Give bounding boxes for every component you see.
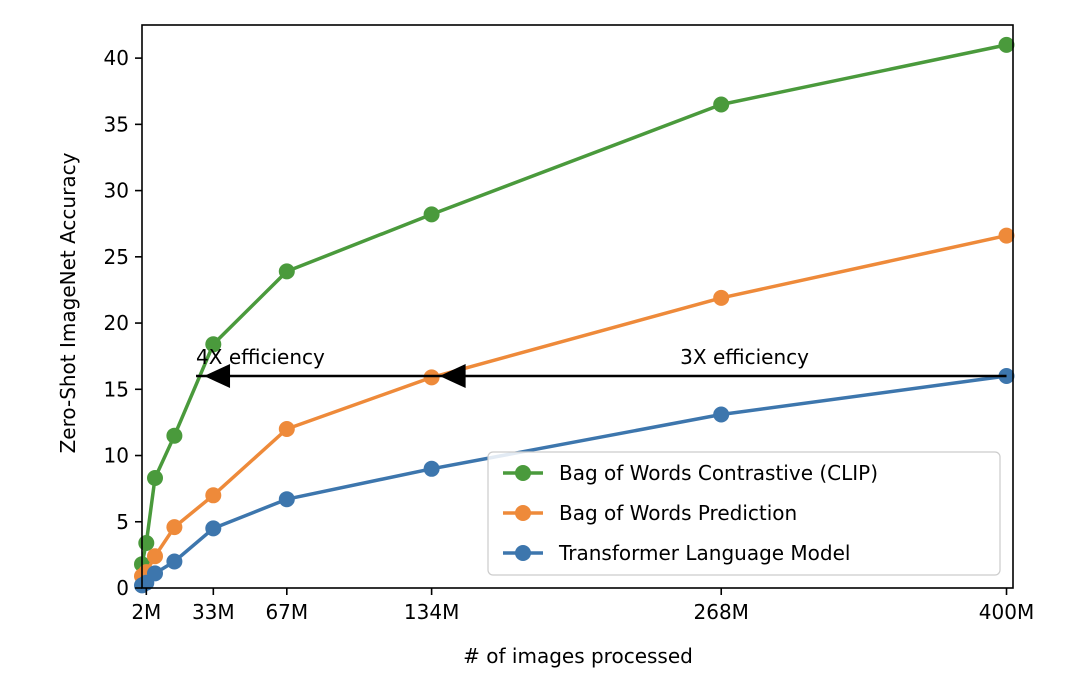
x-tick-label-0: 2M <box>131 600 161 624</box>
legend-label-0: Bag of Words Contrastive (CLIP) <box>559 461 878 485</box>
legend: Bag of Words Contrastive (CLIP) Bag of Wo… <box>487 451 1001 576</box>
y-tick-label-7: 35 <box>104 112 129 136</box>
legend-item-0: Bag of Words Contrastive (CLIP) <box>503 461 878 485</box>
y-tick-label-0: 0 <box>116 576 129 600</box>
data-point-0-2 <box>147 470 163 486</box>
data-point-1-2 <box>147 548 163 565</box>
x-tick-label-1: 33M <box>192 600 235 624</box>
plot-frame <box>141 24 1014 589</box>
annotation-layer: 4X efficiency 3X efficiency <box>196 345 1007 389</box>
series-2 <box>134 368 1015 594</box>
x-tick-label-3: 134M <box>404 600 459 624</box>
y-tick-label-2: 10 <box>104 444 129 468</box>
y-tick-label-8: 40 <box>104 46 129 70</box>
data-point-1-8 <box>998 227 1015 244</box>
data-point-1-5 <box>278 421 295 437</box>
y-tick-label-6: 30 <box>104 179 129 203</box>
data-point-0-1 <box>138 535 155 551</box>
arrowhead-0 <box>439 364 466 389</box>
data-point-2-4 <box>205 520 222 537</box>
data-point-0-6 <box>423 206 440 223</box>
x-tick-label-2: 67M <box>265 600 308 624</box>
legend-label-2: Transformer Language Model <box>558 541 850 565</box>
data-point-0-7 <box>713 96 730 113</box>
data-point-2-7 <box>713 406 730 423</box>
x-axis-title: # of images processed <box>463 644 693 668</box>
series-0 <box>134 36 1015 573</box>
data-point-1-3 <box>166 519 183 536</box>
data-point-0-8 <box>998 36 1015 53</box>
data-point-1-4 <box>205 487 222 504</box>
data-point-2-5 <box>278 491 295 508</box>
data-point-0-5 <box>278 263 295 280</box>
data-point-0-3 <box>166 427 183 444</box>
series-1 <box>134 227 1015 585</box>
y-tick-label-5: 25 <box>104 245 129 269</box>
series-layer <box>134 36 1015 594</box>
data-point-1-7 <box>713 289 730 306</box>
y-axis-title: Zero-Shot ImageNet Accuracy <box>56 152 80 453</box>
data-point-0-4 <box>205 336 222 353</box>
legend-marker-1 <box>515 505 531 521</box>
ticks-layer: 0 5 10 15 20 25 30 35 40 2M 33M 67M 134M 268M 400M <box>104 46 1035 624</box>
legend-item-2: Transformer Language Model <box>503 541 850 565</box>
legend-box <box>487 451 1001 576</box>
y-tick-label-3: 15 <box>104 377 129 401</box>
legend-marker-0 <box>515 465 531 481</box>
legend-item-1: Bag of Words Prediction <box>503 501 797 525</box>
annotation-0: 4X efficiency <box>196 345 325 369</box>
arrowhead-1 <box>204 364 231 389</box>
legend-label-1: Bag of Words Prediction <box>559 501 797 525</box>
axes-layer <box>141 24 1014 589</box>
data-point-1-6 <box>423 369 440 386</box>
data-point-2-2 <box>147 565 163 582</box>
data-point-2-3 <box>166 553 183 570</box>
legend-marker-2 <box>515 545 531 561</box>
y-tick-label-1: 5 <box>116 510 129 534</box>
annotation-1: 3X efficiency <box>680 345 809 369</box>
x-tick-label-5: 400M <box>979 600 1034 624</box>
y-tick-label-4: 20 <box>104 311 129 335</box>
data-point-2-6 <box>423 460 440 477</box>
x-tick-label-4: 268M <box>694 600 749 624</box>
